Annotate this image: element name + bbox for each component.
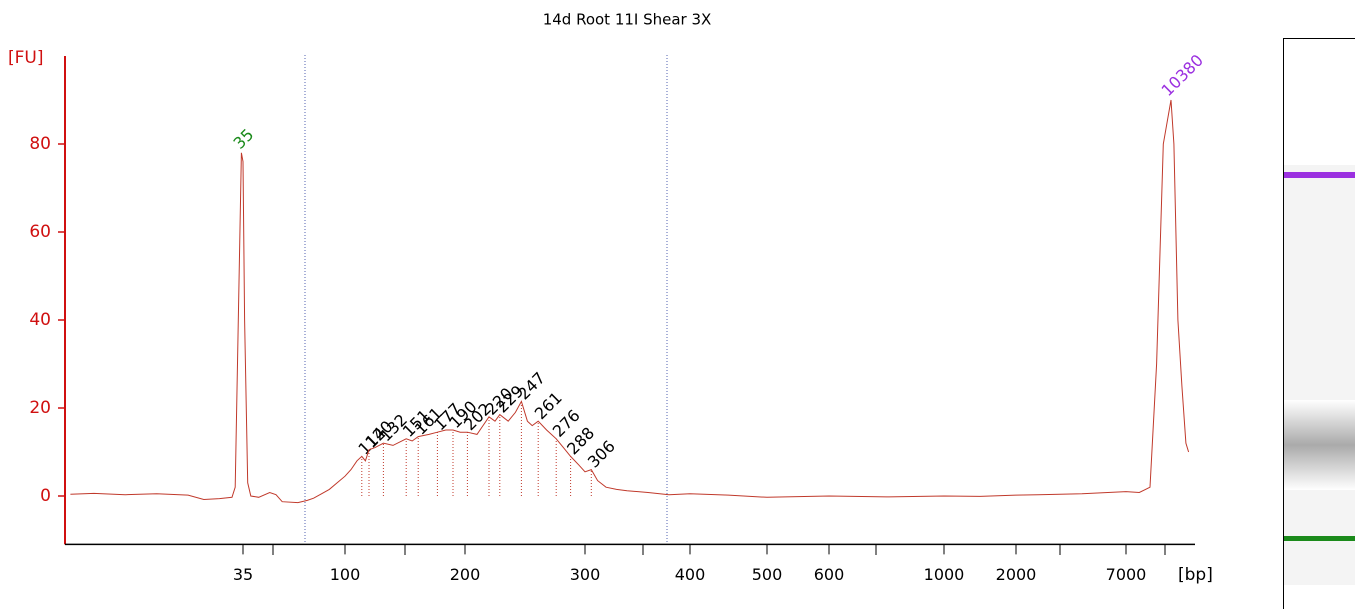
marker-label: 10380 (1158, 51, 1207, 100)
y-tick-label: 40 (29, 310, 51, 330)
x-tick-label: 2000 (996, 565, 1037, 584)
minor-ticks (272, 545, 1166, 555)
y-tick-label: 80 (29, 134, 51, 154)
y-axis-label: [FU] (8, 48, 44, 68)
x-tick-label: 500 (752, 565, 783, 584)
x-tick-label: 35 (233, 565, 253, 584)
plot: 1141201321511611771902022202292472612762… (70, 51, 1207, 504)
trace (70, 99, 1190, 504)
x-tick-label: 400 (675, 565, 706, 584)
gel-lane (1283, 38, 1355, 609)
x-tick-label: 200 (450, 565, 481, 584)
x-tick-label: 7000 (1106, 565, 1147, 584)
x-tick-label: 1000 (924, 565, 965, 584)
y-tick-label: 60 (29, 222, 51, 242)
x-tick-label: 100 (330, 565, 361, 584)
x-axis-label: [bp] (1178, 565, 1213, 585)
chart-title: 14d Root 11I Shear 3X (543, 11, 712, 29)
x-tick-label: 300 (570, 565, 601, 584)
y-tick-label: 20 (29, 398, 51, 418)
y-tick-label: 0 (40, 486, 51, 506)
x-tick-label: 600 (814, 565, 845, 584)
marker-label: 35 (230, 125, 258, 153)
